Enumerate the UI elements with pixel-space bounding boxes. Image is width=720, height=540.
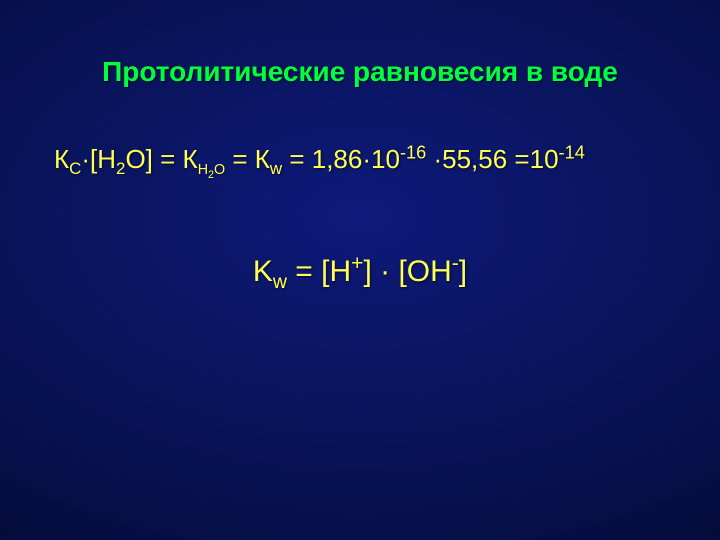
eq1-val2: 55,56 = [442,144,529,174]
eq1-exp2: -14 [559,142,585,162]
eq1-eq1: = [153,144,183,174]
eq2-oh-close: ] [459,255,467,288]
eq1-val1: 1,86·10 [312,144,400,174]
eq2-dot: · [372,255,399,288]
eq2-kw: K [253,255,273,288]
eq2-h-close: ] [363,255,371,288]
slide-title: Протолитические равновесия в воде [0,56,720,88]
eq1-kc: К [54,144,69,174]
eq1-exp1: -16 [400,142,426,162]
eq1-kw: К [255,144,270,174]
eq1-kh2o-sub: Н2О [198,162,225,178]
eq1-kc-sub: С [69,159,81,178]
eq2-oh-sup: - [452,252,459,275]
eq2-h-open: [H [321,255,351,288]
slide: Протолитические равновесия в воде КС·[H2… [0,0,720,540]
eq2-kw-sub: w [273,271,287,293]
eq1-dot1: · [81,144,90,174]
eq1-ten: 10 [530,144,559,174]
eq1-kh2o-sub-o: О [214,162,225,178]
eq1-kh2o-sub-h: Н [198,162,208,178]
eq1-h2o-open: [H [90,144,116,174]
eq1-dot2: · [426,144,442,174]
eq1-h2o-close: O] [125,144,152,174]
eq1-kh2o: К [183,144,198,174]
eq2-oh-open: [OH [398,255,451,288]
eq1-kw-sub: w [270,159,282,178]
eq1-eq2: = [225,144,255,174]
eq2-eq: = [287,255,321,288]
equation-line-2: Kw = [H+] · [OH-] [0,255,720,289]
eq2-h-sup: + [351,252,363,275]
eq1-eq3: = [282,144,312,174]
equation-line-1: КС·[H2O] = КН2О = Кw = 1,86·10-16 ·55,56… [54,144,585,175]
